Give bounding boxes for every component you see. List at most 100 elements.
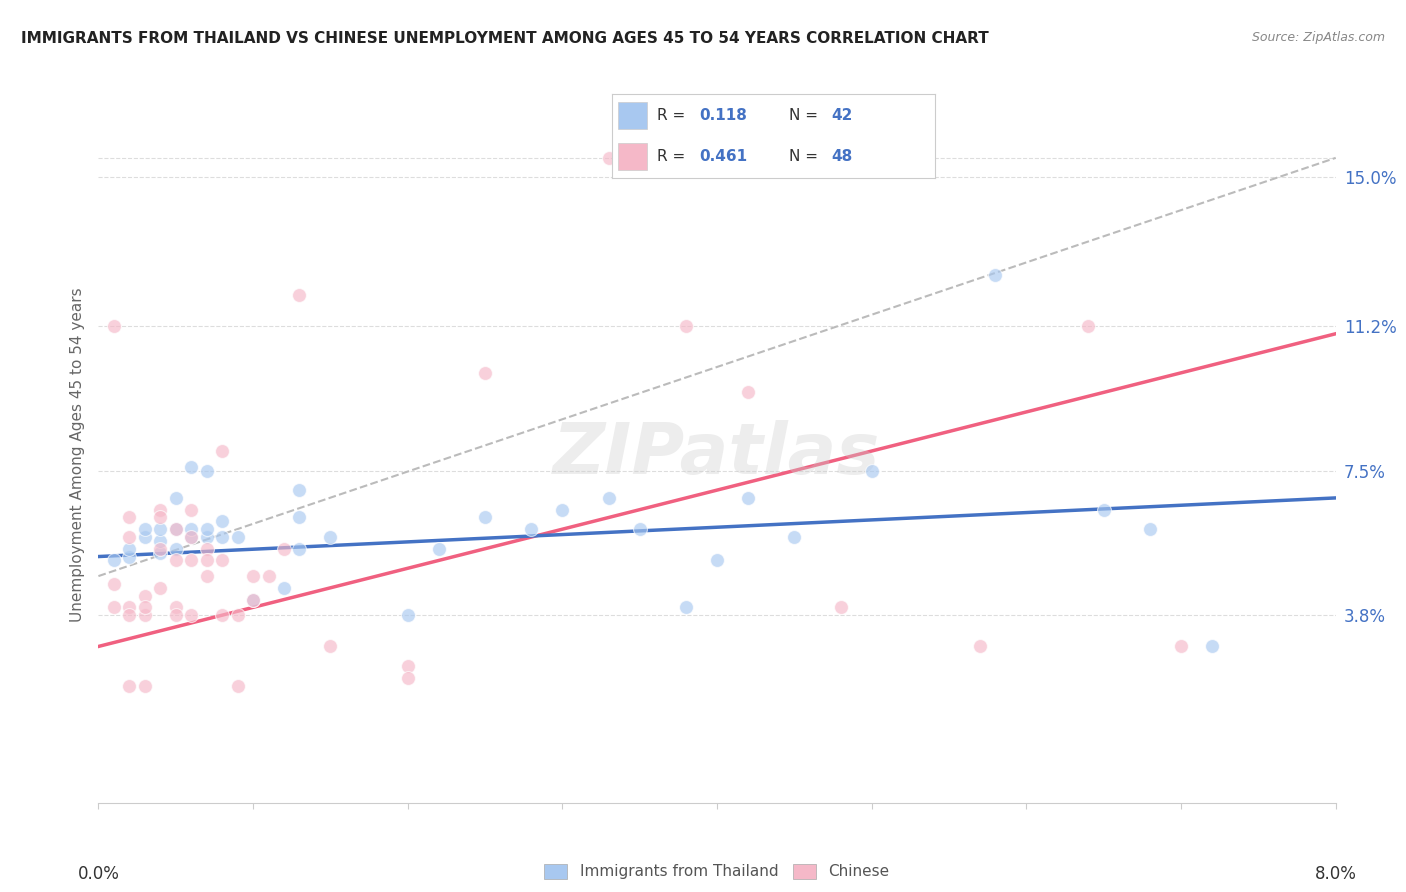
Point (165, 541, 187, 556)
Point (598, 151, 620, 165)
Point (474, 366, 496, 380)
Text: Source: ZipAtlas.com: Source: ZipAtlas.com (1251, 31, 1385, 45)
Point (242, 592, 264, 607)
Text: IMMIGRANTS FROM THAILAND VS CHINESE UNEMPLOYMENT AMONG AGES 45 TO 54 YEARS CORRE: IMMIGRANTS FROM THAILAND VS CHINESE UNEM… (21, 31, 988, 46)
Point (165, 522, 187, 536)
Point (675, 318, 697, 333)
Point (165, 608, 187, 623)
Y-axis label: Unemployment Among Ages 45 to 54 years: Unemployment Among Ages 45 to 54 years (69, 287, 84, 623)
Point (273, 581, 295, 595)
Point (288, 510, 311, 524)
Point (242, 592, 264, 607)
Point (288, 287, 311, 301)
Point (118, 541, 141, 556)
Point (288, 483, 311, 497)
Point (103, 318, 125, 333)
Point (149, 581, 172, 595)
Text: N =: N = (790, 108, 824, 123)
Text: 42: 42 (831, 108, 853, 123)
FancyBboxPatch shape (619, 143, 647, 169)
Point (134, 522, 156, 536)
Text: N =: N = (790, 149, 824, 164)
Point (118, 510, 141, 524)
FancyBboxPatch shape (619, 103, 647, 129)
Point (118, 679, 141, 693)
Point (211, 608, 233, 623)
Point (180, 530, 202, 544)
Point (520, 522, 543, 536)
Legend: Immigrants from Thailand, Chinese: Immigrants from Thailand, Chinese (538, 857, 896, 886)
Text: ZIPatlas: ZIPatlas (554, 420, 880, 490)
Point (118, 600, 141, 615)
Point (103, 600, 125, 615)
Point (118, 549, 141, 564)
Point (706, 553, 728, 567)
Point (134, 589, 156, 603)
Point (149, 546, 172, 560)
Point (288, 541, 311, 556)
Point (830, 600, 852, 615)
Point (149, 510, 172, 524)
Point (273, 541, 295, 556)
Text: 0.461: 0.461 (699, 149, 747, 164)
Point (180, 530, 202, 544)
Point (737, 385, 759, 400)
Point (1092, 502, 1115, 516)
Text: 0.118: 0.118 (699, 108, 747, 123)
Point (1077, 318, 1099, 333)
Point (860, 464, 883, 478)
Point (118, 608, 141, 623)
Point (396, 671, 419, 685)
Point (134, 608, 156, 623)
Point (180, 553, 202, 567)
Point (165, 491, 187, 505)
Point (211, 530, 233, 544)
Point (427, 541, 450, 556)
Point (103, 577, 125, 591)
Point (195, 569, 218, 583)
Point (180, 459, 202, 474)
Point (396, 608, 419, 623)
Point (319, 530, 342, 544)
Point (969, 640, 991, 654)
Point (551, 502, 574, 516)
Point (211, 444, 233, 458)
Point (180, 502, 202, 516)
Text: 48: 48 (831, 149, 853, 164)
Text: R =: R = (657, 108, 690, 123)
Point (737, 491, 759, 505)
Point (319, 640, 342, 654)
Point (118, 530, 141, 544)
Point (165, 600, 187, 615)
Point (134, 679, 156, 693)
Point (103, 553, 125, 567)
Point (195, 541, 218, 556)
Point (474, 510, 496, 524)
Point (257, 569, 280, 583)
Point (149, 533, 172, 548)
Point (195, 522, 218, 536)
Point (396, 659, 419, 673)
Point (134, 600, 156, 615)
Point (211, 514, 233, 528)
Point (675, 600, 697, 615)
Point (165, 553, 187, 567)
Point (226, 530, 249, 544)
Point (149, 541, 172, 556)
Point (1201, 640, 1223, 654)
Point (149, 522, 172, 536)
Point (242, 569, 264, 583)
Point (1139, 522, 1161, 536)
Point (180, 608, 202, 623)
Text: 8.0%: 8.0% (1315, 865, 1357, 883)
Point (195, 464, 218, 478)
Point (628, 522, 651, 536)
Point (195, 530, 218, 544)
Point (149, 502, 172, 516)
Point (165, 522, 187, 536)
Point (211, 553, 233, 567)
Point (195, 553, 218, 567)
Point (180, 522, 202, 536)
Point (1170, 640, 1192, 654)
Point (134, 530, 156, 544)
